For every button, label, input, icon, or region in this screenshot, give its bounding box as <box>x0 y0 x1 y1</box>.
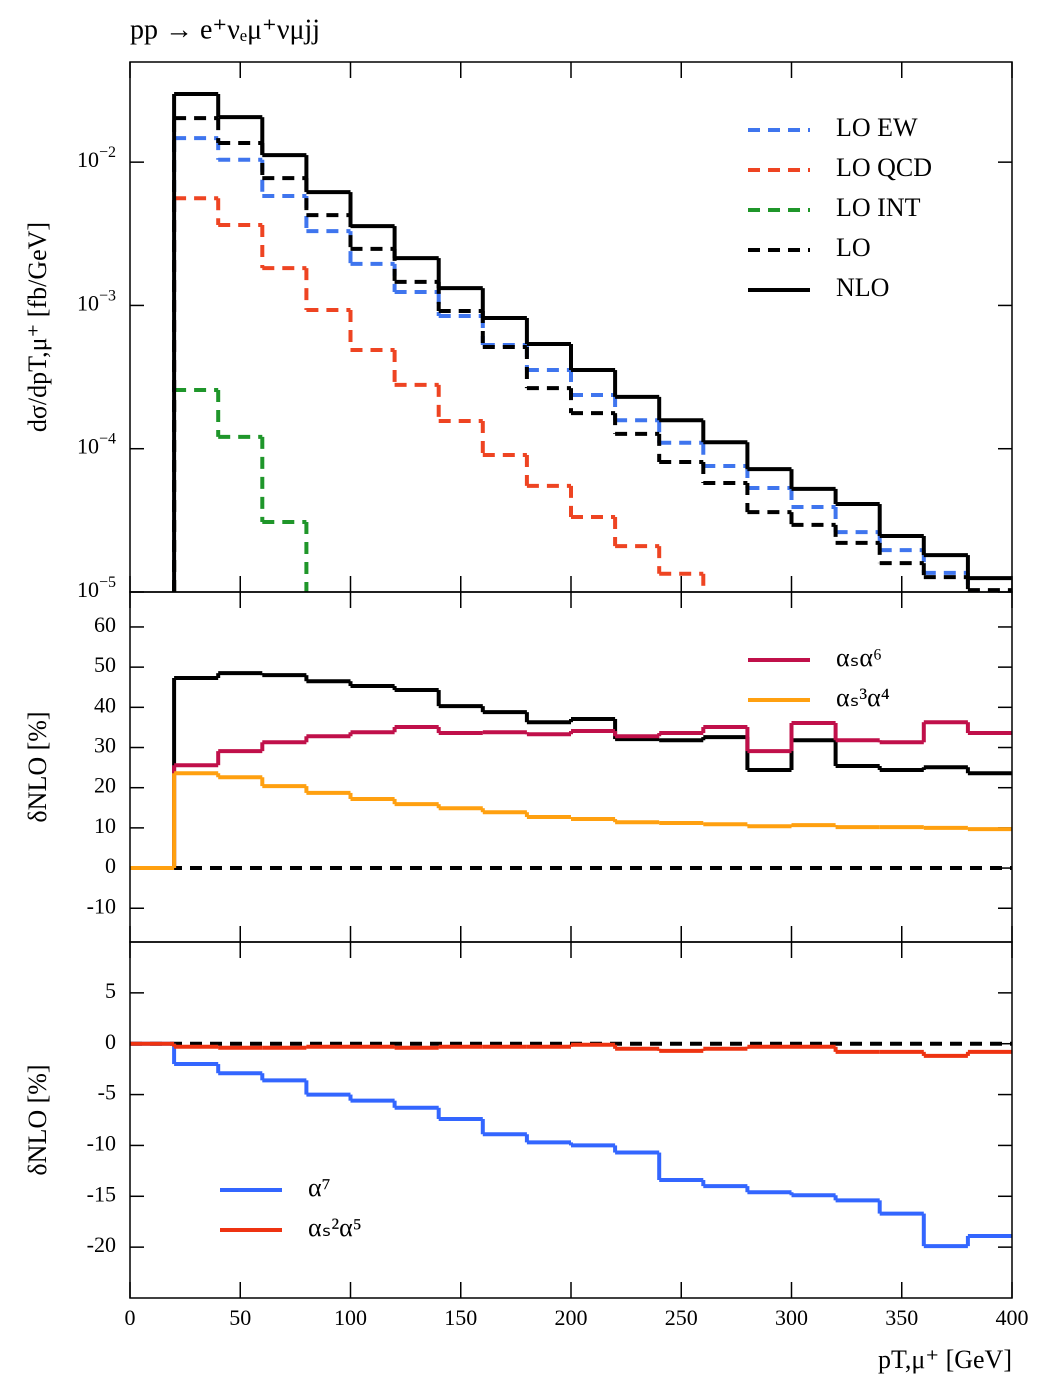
tick-exponent: −5 <box>99 574 116 591</box>
chart-title: pp → e⁺νₑμ⁺νμjj <box>130 14 320 45</box>
x-tick-label: 350 <box>885 1305 918 1330</box>
tick-exponent: −3 <box>99 287 116 304</box>
legend-label: NLO <box>836 273 889 302</box>
y-tick-label: 40 <box>94 692 116 717</box>
plot-area <box>130 1041 1012 1249</box>
y-tick-label: 60 <box>94 612 116 637</box>
y-tick-label: -10 <box>87 893 116 918</box>
plot-frame <box>129 941 1013 1299</box>
y-axis-label: δNLO [%] <box>23 711 52 822</box>
y-tick-label: 10−3 <box>77 287 116 315</box>
legend-label: LO INT <box>836 193 921 222</box>
y-tick-label: 10 <box>94 813 116 838</box>
plot-area <box>130 671 1012 871</box>
y-axis-label: δNLO [%] <box>23 1064 52 1175</box>
tick-base: 10 <box>77 577 99 602</box>
x-tick-label: 250 <box>665 1305 698 1330</box>
x-tick-label: 50 <box>229 1305 251 1330</box>
x-axis-label: pT,μ⁺ [GeV] <box>878 1345 1012 1374</box>
tick-base: 10 <box>77 147 99 172</box>
x-tick-label: 100 <box>334 1305 367 1330</box>
y-tick-label: 50 <box>94 652 116 677</box>
y-tick-label: 10−2 <box>77 144 116 172</box>
plot-area <box>172 91 1012 592</box>
x-tick-label: 300 <box>775 1305 808 1330</box>
x-tick-label: 200 <box>555 1305 588 1330</box>
y-tick-label: -5 <box>98 1080 116 1105</box>
x-tick-label: 150 <box>444 1305 477 1330</box>
legend-label: αₛ²α⁵ <box>308 1213 362 1242</box>
y-tick-label: 20 <box>94 773 116 798</box>
x-tick-label: 0 <box>125 1305 136 1330</box>
y-tick-label: 30 <box>94 733 116 758</box>
legend-label: αₛα⁶ <box>836 643 882 672</box>
legend-label: LO EW <box>836 113 918 142</box>
y-axis-label: dσ/dpT,μ⁺ [fb/GeV] <box>23 222 52 432</box>
y-tick-label: -15 <box>87 1181 116 1206</box>
tick-base: 10 <box>77 290 99 315</box>
y-tick-label: 0 <box>105 1029 116 1054</box>
legend-label: αₛ³α⁴ <box>836 683 890 712</box>
y-tick-label: 0 <box>105 853 116 878</box>
y-tick-label: 10−5 <box>77 574 116 602</box>
tick-exponent: −2 <box>99 144 116 161</box>
legend-label: LO QCD <box>836 153 932 182</box>
y-tick-label: 5 <box>105 978 116 1003</box>
tick-exponent: −4 <box>99 430 116 447</box>
y-tick-label: 10−4 <box>77 430 116 458</box>
legend-label: LO <box>836 233 871 262</box>
y-tick-label: -10 <box>87 1130 116 1155</box>
tick-base: 10 <box>77 434 99 459</box>
legend-label: α⁷ <box>308 1173 331 1202</box>
x-tick-label: 400 <box>996 1305 1029 1330</box>
y-tick-label: -20 <box>87 1232 116 1257</box>
